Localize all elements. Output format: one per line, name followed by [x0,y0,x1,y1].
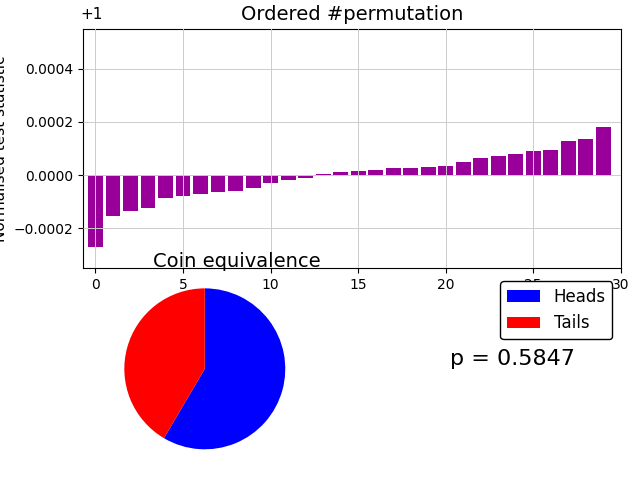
Bar [403,168,418,175]
Bar [316,174,330,175]
Bar [491,157,506,175]
Bar [158,175,173,198]
Bar [333,172,348,175]
Bar [193,175,208,194]
Text: Coin equivalence: Coin equivalence [153,251,321,271]
Wedge shape [124,288,205,438]
Title: Ordered #permutation: Ordered #permutation [241,5,463,24]
Y-axis label: Normalised test statistic: Normalised test statistic [0,55,8,242]
Bar [228,175,243,191]
Bar [88,175,103,247]
Bar [420,167,436,175]
Bar [386,169,401,175]
Legend: Heads, Tails: Heads, Tails [500,281,612,339]
Bar [438,166,453,175]
Bar [175,175,191,196]
Bar [106,175,120,217]
Bar [141,175,156,208]
Bar [526,151,541,175]
Bar [123,175,138,211]
Bar [579,139,593,175]
Bar [351,171,365,175]
Bar [246,175,260,188]
Bar [281,175,296,181]
Bar [368,170,383,175]
Text: p = 0.5847: p = 0.5847 [449,349,575,369]
Bar [456,162,470,175]
Bar [543,150,558,175]
Wedge shape [164,288,285,449]
Bar [561,140,576,175]
Bar [211,175,225,193]
Text: +1: +1 [81,7,103,22]
Bar [298,175,313,178]
Bar [473,158,488,175]
Bar [263,175,278,183]
Bar [508,154,523,175]
Bar [596,127,611,175]
